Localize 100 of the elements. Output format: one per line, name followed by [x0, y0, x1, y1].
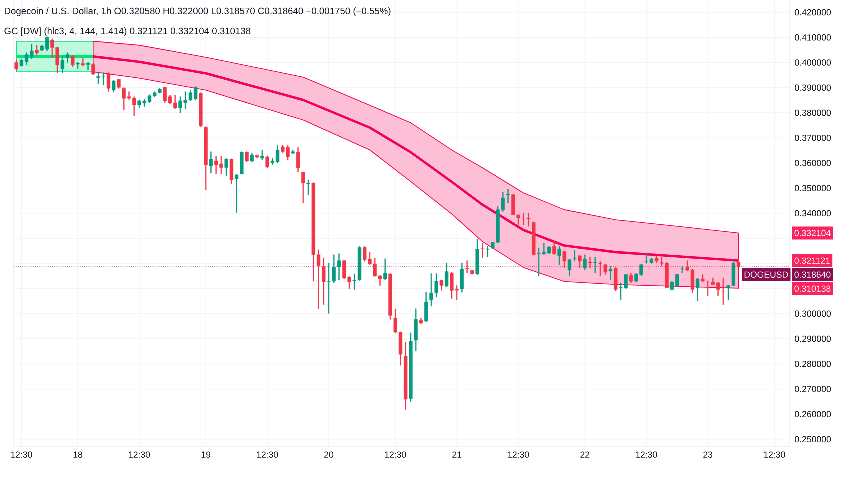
- candlestick: [722, 278, 726, 305]
- candlestick: [460, 263, 464, 293]
- candlestick: [66, 52, 70, 63]
- candlestick: [71, 55, 75, 68]
- y-tick-label: 0.410000: [795, 34, 832, 41]
- candlestick: [255, 154, 260, 158]
- candlestick: [404, 342, 408, 410]
- x-tick-label: 23: [704, 452, 713, 458]
- candlestick: [562, 250, 566, 268]
- candlestick: [470, 270, 474, 275]
- x-tick-label: 12:30: [129, 452, 150, 458]
- candlestick: [736, 258, 741, 268]
- candlestick: [35, 45, 39, 56]
- candlestick: [204, 126, 208, 190]
- candlestick: [594, 257, 598, 274]
- text: GC [DW] (hlc3, 4, 144, 1.414) 0.321121 0.332104 0.310138: [4, 28, 251, 36]
- candlestick: [680, 266, 684, 274]
- candlestick: [112, 80, 116, 93]
- x-tick-label: 19: [202, 452, 211, 458]
- x-tick-label: 22: [580, 452, 590, 458]
- candlestick: [629, 273, 634, 284]
- text: 0.321121: [794, 258, 830, 264]
- x-tick-label: 12:30: [764, 452, 786, 458]
- candlestick: [260, 150, 264, 160]
- candlestick: [604, 264, 608, 275]
- y-tick-label: 0.300000: [795, 310, 832, 318]
- legend-label: DOGEUSD: [744, 272, 788, 278]
- candlestick: [296, 148, 300, 172]
- candlestick: [445, 263, 449, 288]
- candlestick: [209, 152, 214, 174]
- y-tick-label: 0.400000: [795, 60, 832, 66]
- y-tick-label: 0.370000: [795, 134, 832, 142]
- candlestick: [608, 266, 613, 280]
- candlestick: [76, 62, 80, 70]
- candlestick: [486, 246, 490, 258]
- text: Dogecoin / U.S. Dollar, 1h O0.320580 H0.322000 L0.318570 C0.318640 −0.001750 (−0.55%): [5, 8, 391, 16]
- candlestick: [230, 158, 234, 184]
- candlestick: [322, 258, 326, 305]
- candlestick: [598, 261, 602, 277]
- candlestick: [476, 239, 480, 276]
- candlestick: [532, 222, 536, 256]
- candlestick: [92, 64, 96, 76]
- candlestick: [414, 308, 418, 352]
- y-tick-label: 0.420000: [795, 9, 832, 16]
- candlestick: [568, 259, 572, 277]
- candlestick: [86, 62, 90, 70]
- candlestick: [117, 78, 121, 89]
- candlestick: [224, 158, 228, 176]
- candlestick: [106, 72, 111, 92]
- y-tick-label: 0.360000: [795, 160, 832, 166]
- y-tick-label: 0.270000: [795, 386, 832, 392]
- x-tick-label: 12:30: [636, 452, 658, 458]
- y-tick-label: 0.340000: [795, 210, 832, 217]
- candlestick: [588, 257, 592, 268]
- candlestick: [199, 92, 203, 128]
- candlestick: [291, 150, 295, 155]
- candlestick: [245, 152, 249, 162]
- candlestick: [440, 280, 444, 291]
- candlestick: [696, 278, 700, 302]
- candlestick: [388, 274, 392, 320]
- candlestick: [583, 254, 587, 270]
- candlestick: [578, 256, 582, 268]
- x-tick-label: 12:30: [11, 452, 32, 458]
- x-tick-label: 12:30: [385, 452, 406, 458]
- candlestick: [266, 156, 270, 168]
- x-tick-label: 18: [74, 452, 83, 458]
- candlestick: [81, 58, 85, 67]
- candlestick: [573, 250, 577, 262]
- text: 0.318640: [794, 272, 831, 278]
- candlestick: [384, 258, 388, 280]
- x-tick-label: 12:30: [257, 452, 278, 458]
- candlestick: [424, 292, 428, 322]
- text: 0.332104: [794, 230, 831, 236]
- candlestick: [250, 153, 254, 162]
- y-tick-label: 0.250000: [795, 436, 832, 443]
- candlestick: [552, 241, 556, 256]
- candlestick: [614, 268, 618, 292]
- candlestick: [409, 332, 413, 402]
- candlestick: [302, 172, 306, 204]
- candlestick: [558, 246, 562, 266]
- y-tick-label: 0.350000: [795, 185, 832, 192]
- x-tick-label: 12:30: [508, 452, 530, 458]
- x-tick-label: 21: [452, 452, 462, 458]
- x-tick-label: 20: [324, 452, 334, 458]
- candlestick: [465, 260, 470, 274]
- y-tick-label: 0.380000: [795, 110, 832, 116]
- y-tick-label: 0.280000: [795, 361, 832, 368]
- candlestick: [480, 243, 485, 258]
- y-tick-label: 0.260000: [795, 411, 832, 418]
- candlestick: [306, 180, 310, 196]
- y-tick-label: 0.290000: [795, 336, 832, 342]
- candlestick: [14, 60, 18, 72]
- y-tick-label: 0.390000: [795, 84, 832, 91]
- text: 0.310138: [794, 286, 831, 292]
- candlestick: [506, 189, 510, 204]
- candlestick: [60, 56, 64, 73]
- candlestick: [419, 318, 424, 324]
- candlestick: [240, 152, 244, 175]
- candlestick: [655, 256, 659, 264]
- candlestick: [234, 174, 239, 213]
